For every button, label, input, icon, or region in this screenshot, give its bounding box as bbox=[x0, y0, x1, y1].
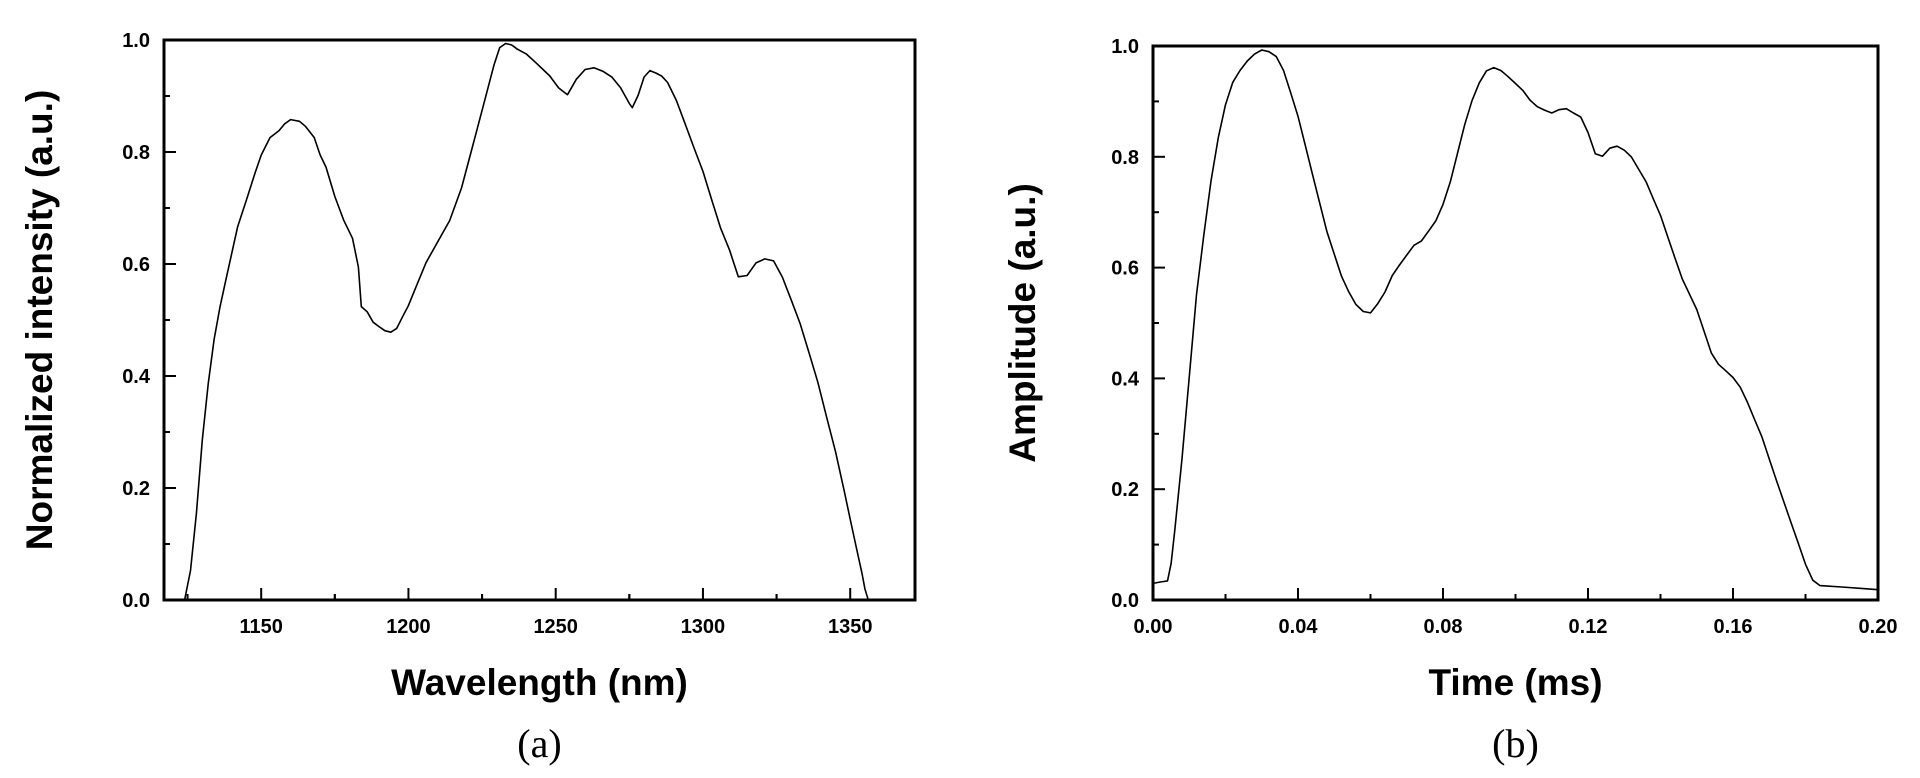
y-tick-label: 0.8 bbox=[1111, 147, 1139, 169]
x-tick-label: 0.08 bbox=[1424, 616, 1463, 638]
y-tick-label: 0.2 bbox=[122, 478, 150, 500]
chart-panel-a: 0.0 0.2 0.4 0.6 0.8 1.0 1150 1200 1250 1300 1350 Wa… bbox=[19, 30, 917, 766]
x-tick-label: 1300 bbox=[681, 616, 726, 638]
y-tick-label: 0.6 bbox=[122, 254, 150, 276]
y-tick-label: 0.4 bbox=[1111, 368, 1140, 390]
y-tick-label: 0.0 bbox=[1111, 590, 1139, 612]
y-axis-title: Amplitude (a.u.) bbox=[1002, 183, 1043, 463]
series-line bbox=[183, 42, 869, 601]
panel-label: (b) bbox=[1492, 721, 1539, 766]
y-tick-label: 0.8 bbox=[122, 142, 150, 164]
y-tick-label: 0.6 bbox=[1111, 258, 1139, 280]
x-tick-label: 1250 bbox=[533, 616, 578, 638]
x-tick-label: 1200 bbox=[386, 616, 431, 638]
y-axis-title: Normalized intensity (a.u.) bbox=[19, 90, 60, 551]
y-tick-label: 1.0 bbox=[122, 30, 150, 52]
x-tick-label: 0.16 bbox=[1714, 616, 1753, 638]
y-tick-label: 0.0 bbox=[122, 590, 150, 612]
x-tick-label: 0.20 bbox=[1859, 616, 1898, 638]
x-tick-label: 1150 bbox=[239, 616, 282, 638]
y-tick-label: 0.2 bbox=[1111, 479, 1139, 501]
x-axis-title: Time (ms) bbox=[1428, 662, 1602, 703]
plot-frame bbox=[1151, 44, 1880, 602]
x-tick-label: 0.04 bbox=[1279, 616, 1319, 638]
y-tick-label: 0.4 bbox=[122, 366, 151, 388]
x-tick-label: 1350 bbox=[828, 616, 873, 638]
x-tick-label: 0.12 bbox=[1569, 616, 1608, 638]
series-line bbox=[1152, 49, 1879, 591]
y-tick-label: 1.0 bbox=[1111, 36, 1139, 58]
plot-frame bbox=[162, 38, 917, 602]
panel-label: (a) bbox=[517, 721, 561, 766]
x-tick-label: 0.00 bbox=[1134, 616, 1173, 638]
x-axis-title: Wavelength (nm) bbox=[391, 662, 688, 703]
chart-panel-b: 0.0 0.2 0.4 0.6 0.8 1.0 0.00 0.04 0.08 0.12 0.16 0.… bbox=[1002, 36, 1897, 766]
